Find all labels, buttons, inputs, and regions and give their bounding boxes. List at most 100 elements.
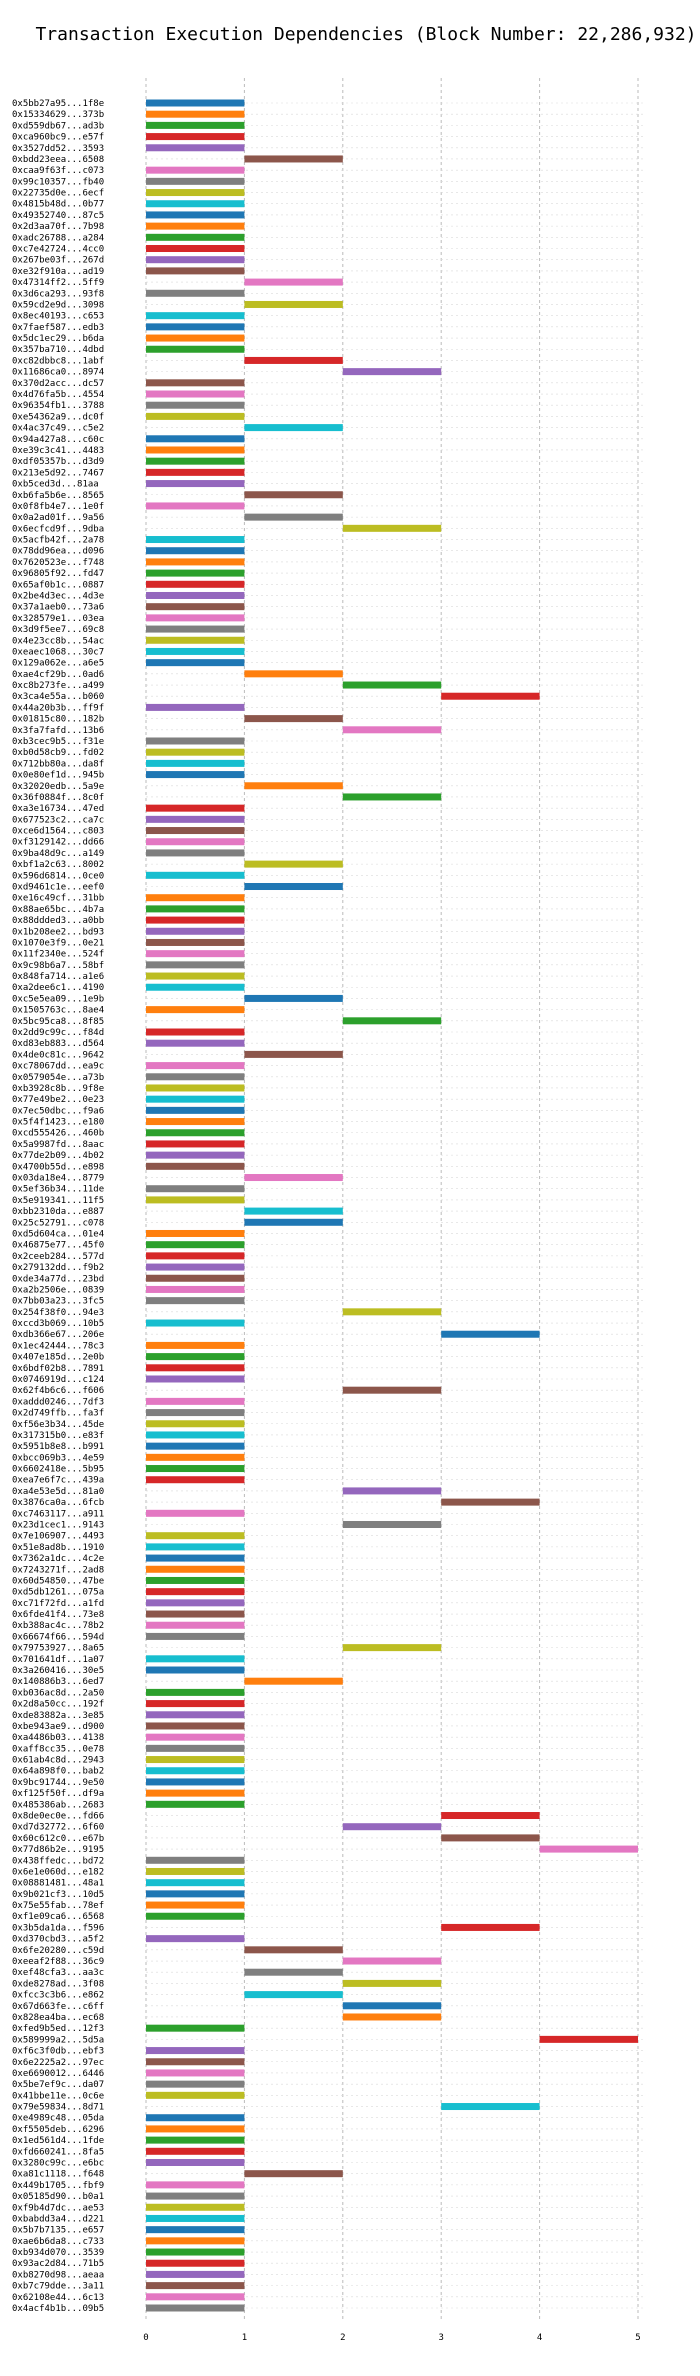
transaction-bar xyxy=(244,1677,343,1685)
transaction-label: 0x357ba710...4dbd xyxy=(12,345,104,355)
transaction-label: 0x41bbe11e...0c6e xyxy=(12,2091,104,2101)
transaction-label: 0xd559db67...ad3b xyxy=(12,121,104,131)
transaction-bar xyxy=(342,2002,442,2010)
transaction-bar xyxy=(441,1834,540,1842)
transaction-bar xyxy=(146,2226,245,2234)
transaction-bar xyxy=(342,1644,442,1652)
transaction-bar xyxy=(146,1151,245,1159)
transaction-bar xyxy=(146,1420,245,1428)
transaction-bar xyxy=(146,1856,245,1864)
transaction-bar xyxy=(146,189,245,197)
transaction-bar xyxy=(244,1218,343,1226)
chart-title: Transaction Execution Dependencies (Bloc… xyxy=(35,24,696,45)
transaction-label: 0xdf05357b...d3d9 xyxy=(12,457,104,467)
transaction-bar xyxy=(146,222,245,230)
transaction-label: 0x78dd96ea...d096 xyxy=(12,547,104,557)
row-grid-lines xyxy=(146,102,644,2309)
transaction-bar xyxy=(342,726,442,734)
transaction-bar xyxy=(146,99,245,107)
transaction-label: 0x449b1705...fbf9 xyxy=(12,2181,104,2191)
transaction-label: 0xf1e09ca6...6568 xyxy=(12,1912,104,1922)
transaction-label: 0x60d54850...47be xyxy=(12,1576,104,1586)
transaction-bar xyxy=(342,1386,442,1394)
transaction-label: 0x596d6814...0ce0 xyxy=(12,871,104,881)
transaction-bar xyxy=(146,502,245,510)
transaction-bar xyxy=(146,1409,245,1417)
transaction-bar xyxy=(146,580,245,588)
transaction-label: 0x3a260416...30e5 xyxy=(12,1666,104,1676)
transaction-bar xyxy=(342,1308,442,1316)
transaction-label: 0xd7d32772...6f60 xyxy=(12,1823,104,1833)
transaction-label: 0xa3e16734...47ed xyxy=(12,804,104,814)
transaction-label: 0xea7e6f7c...439a xyxy=(12,1476,104,1486)
transaction-label: 0x23d1cec1...9143 xyxy=(12,1520,104,1530)
transaction-bar xyxy=(146,916,245,924)
transaction-label: 0x88ae65bc...4b7a xyxy=(12,905,104,915)
transaction-label: 0xde83882a...3e85 xyxy=(12,1711,104,1721)
transaction-label: 0x44a20b3b...ff9f xyxy=(12,703,104,713)
bars xyxy=(146,99,638,2312)
transaction-label: 0x140886b3...6ed7 xyxy=(12,1677,104,1687)
transaction-label: 0x317315b0...e83f xyxy=(12,1431,104,1441)
transaction-label: 0x49352740...87c5 xyxy=(12,211,104,221)
transaction-label: 0x01815c80...182b xyxy=(12,715,104,725)
transaction-bar xyxy=(146,1285,245,1293)
transaction-bar xyxy=(244,278,343,286)
transaction-bar xyxy=(342,1520,442,1528)
transaction-bar xyxy=(342,1823,442,1831)
transaction-bar xyxy=(146,1241,245,1249)
transaction-bar xyxy=(539,2035,638,2043)
transaction-label: 0x213e5d92...7467 xyxy=(12,468,104,478)
transaction-label: 0xcd555426...460b xyxy=(12,1129,104,1139)
transaction-bar xyxy=(146,1084,245,1092)
transaction-bar xyxy=(441,1923,540,1931)
transaction-label: 0x5bc95ca8...8f85 xyxy=(12,1017,104,1027)
transaction-label: 0x6e2225a2...97ec xyxy=(12,2058,104,2068)
transaction-bar xyxy=(244,356,343,364)
x-tick-label: 2 xyxy=(340,2333,345,2343)
transaction-bar xyxy=(146,1118,245,1126)
transaction-label: 0xca960bc9...e57f xyxy=(12,133,104,143)
transaction-bar xyxy=(441,1330,540,1338)
transaction-label: 0x0579054e...a73b xyxy=(12,1073,104,1083)
transaction-label: 0x2be4d3ec...4d3e xyxy=(12,591,104,601)
transaction-label: 0xa2dee6c1...4190 xyxy=(12,983,104,993)
transaction-bar xyxy=(146,1912,245,1920)
transaction-bar xyxy=(146,1576,245,1584)
transaction-label: 0x2ceeb284...577d xyxy=(12,1252,104,1262)
transaction-label: 0x848fa714...a1e6 xyxy=(12,972,104,982)
transaction-bar xyxy=(146,1890,245,1898)
transaction-label: 0x6bdf02b8...7891 xyxy=(12,1364,104,1374)
transaction-label: 0xcaa9f63f...c073 xyxy=(12,166,104,176)
x-tick-label: 5 xyxy=(635,2333,640,2343)
transaction-label: 0x3280c99c...e6bc xyxy=(12,2158,104,2168)
transaction-label: 0x59cd2e9d...3098 xyxy=(12,300,104,310)
transaction-label: 0xe39c3c41...4483 xyxy=(12,446,104,456)
transaction-label: 0x1ed561d4...1fde xyxy=(12,2136,104,2146)
transaction-bar xyxy=(146,1935,245,1943)
transaction-bar xyxy=(146,1476,245,1484)
transaction-label: 0x67d663fe...c6ff xyxy=(12,2002,104,2012)
transaction-bar xyxy=(146,1599,245,1607)
transaction-label: 0xfcc3c3b6...e862 xyxy=(12,1991,104,2001)
transaction-label: 0xb036ac8d...2a50 xyxy=(12,1688,104,1698)
transaction-bar xyxy=(244,513,343,521)
transaction-label: 0x1070e3f9...0e21 xyxy=(12,938,104,948)
transaction-bar xyxy=(146,233,245,241)
transaction-label: 0xc71f72fd...a1fd xyxy=(12,1599,104,1609)
transaction-bar xyxy=(146,1588,245,1596)
transaction-bar xyxy=(146,1073,245,1081)
transaction-label: 0xa4e53e5d...81a0 xyxy=(12,1487,104,1497)
transaction-bar xyxy=(146,927,245,935)
transaction-label: 0x66674f66...594d xyxy=(12,1632,104,1642)
transaction-label: 0x3d9f5ee7...69c8 xyxy=(12,625,104,635)
transaction-bar xyxy=(146,759,245,767)
transaction-bar xyxy=(441,2103,540,2111)
transaction-label: 0x701641df...1a07 xyxy=(12,1655,104,1665)
transaction-bar xyxy=(146,2080,245,2088)
transaction-label: 0xbdd23eea...6508 xyxy=(12,155,104,165)
transaction-bar xyxy=(146,1767,245,1775)
transaction-bar xyxy=(146,1666,245,1674)
transaction-label: 0xe4989c48...05da xyxy=(12,2114,104,2124)
transaction-bar xyxy=(146,200,245,208)
